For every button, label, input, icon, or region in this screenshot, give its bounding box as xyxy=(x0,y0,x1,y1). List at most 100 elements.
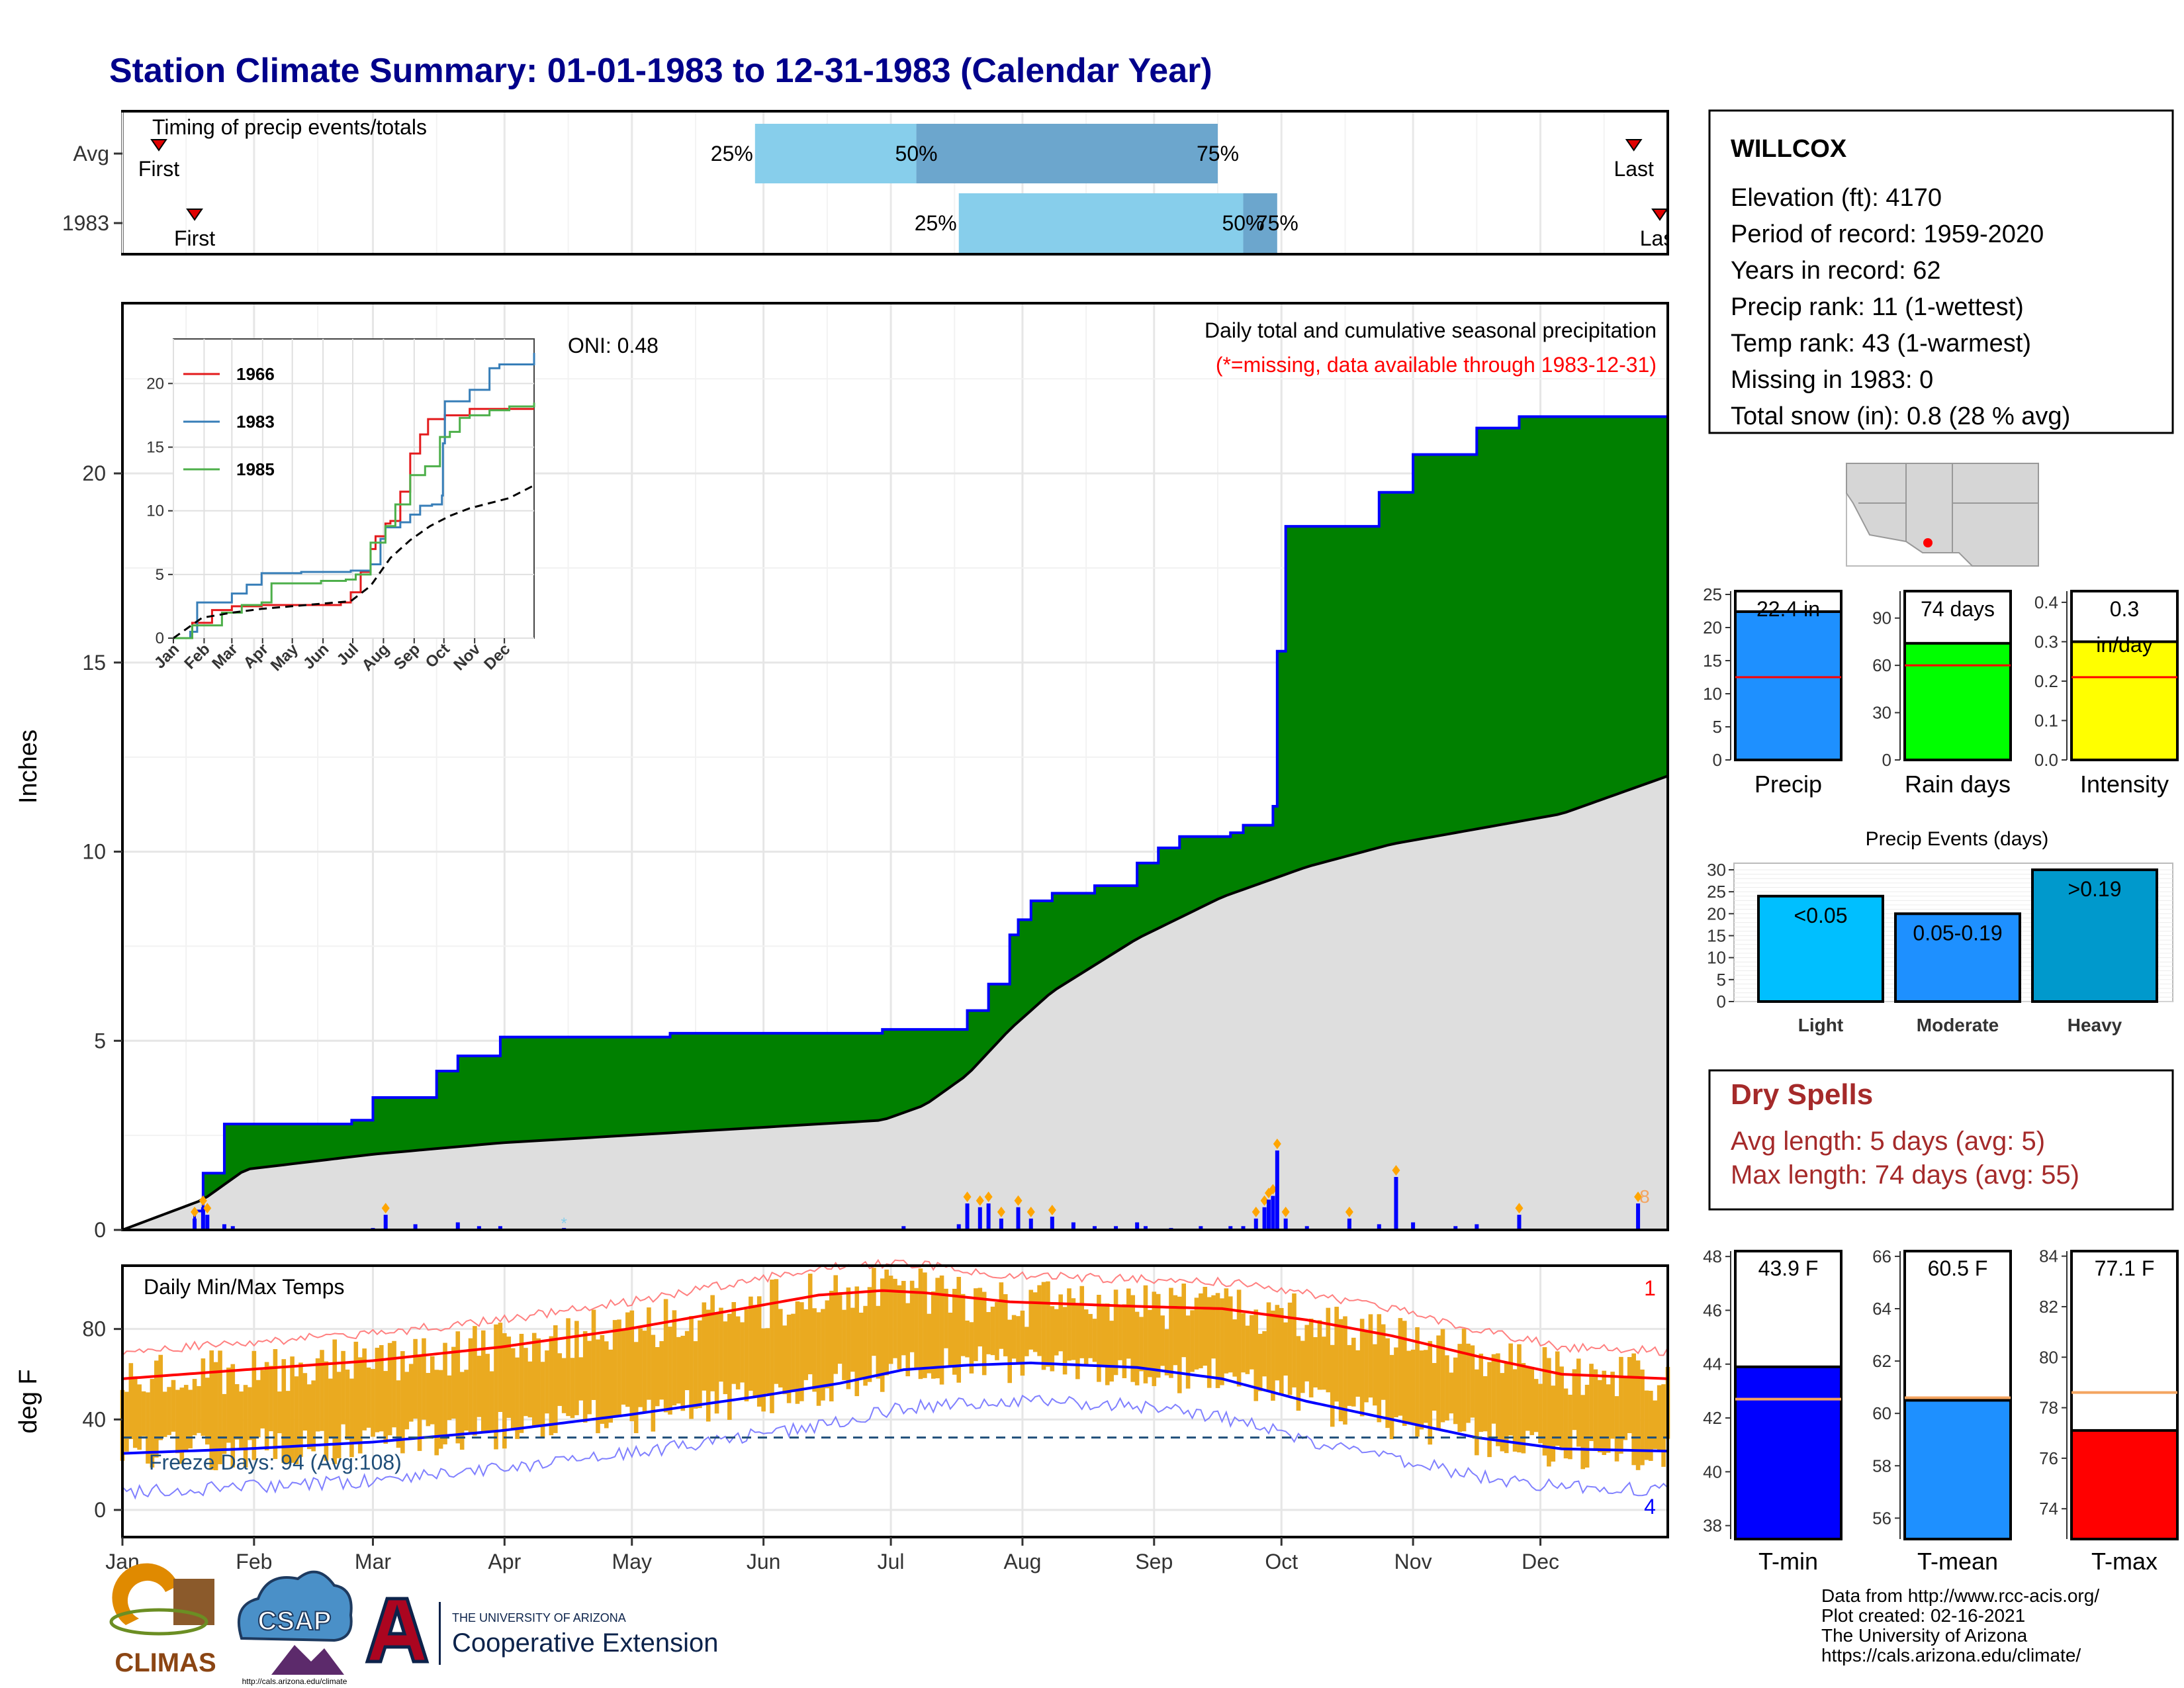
temp-y-tick-label: 80 xyxy=(82,1317,106,1341)
heavy-precip-marker xyxy=(1269,1184,1277,1195)
daily-temp-range-bar xyxy=(132,1376,138,1448)
daily-temp-range-bar xyxy=(502,1333,507,1449)
temp-bar-tick-label: 60 xyxy=(1872,1403,1891,1423)
temp-bar-tick-label: 38 xyxy=(1703,1516,1722,1536)
station-info-frame xyxy=(1708,109,2174,434)
daily-temp-range-bar xyxy=(744,1309,749,1401)
daily-temp-range-bar xyxy=(557,1353,563,1406)
daily-temp-range-bar xyxy=(617,1319,621,1417)
daily-temp-range-bar xyxy=(774,1279,779,1384)
daily-temp-range-bar xyxy=(1011,1315,1017,1359)
daily-temp-range-bar xyxy=(749,1296,753,1391)
dry-spells-box: Dry Spells Avg length: 5 days (avg: 5) M… xyxy=(1708,1069,2174,1211)
daily-temp-range-bar xyxy=(1606,1384,1611,1453)
inset-series-1985 xyxy=(173,402,535,639)
csap-logo-text: CSAP xyxy=(257,1607,331,1636)
daily-temp-range-bar xyxy=(791,1313,796,1392)
daily-temp-range-bar xyxy=(1054,1309,1059,1356)
daily-precip-bar xyxy=(1411,1222,1416,1230)
daily-temp-range-bar xyxy=(905,1303,911,1377)
daily-temp-range-bar xyxy=(1512,1369,1518,1452)
daily-precip-bar xyxy=(205,1215,210,1230)
month-tick-label: Jun xyxy=(747,1550,781,1573)
location-map xyxy=(1846,463,2039,567)
daily-temp-range-bar xyxy=(1377,1314,1382,1423)
daily-temp-range-bar xyxy=(587,1340,592,1415)
daily-temp-range-bar xyxy=(1487,1362,1492,1458)
temp-bar-value-label: 77.1 F xyxy=(2095,1256,2155,1280)
heavy-precip-marker xyxy=(203,1203,212,1214)
daily-temp-range-bar xyxy=(306,1384,312,1450)
daily-temp-range-bar xyxy=(825,1300,830,1389)
daily-temp-range-bar xyxy=(175,1389,180,1454)
daily-temp-range-bar xyxy=(1623,1376,1628,1440)
daily-temp-range-bar xyxy=(498,1323,503,1413)
daily-temp-range-bar xyxy=(1402,1321,1407,1426)
temp-bar-tick-label: 80 xyxy=(2039,1347,2058,1367)
footer-data-source: Data from http://www.rcc-acis.org/ xyxy=(1821,1585,2099,1606)
daily-temp-range-bar xyxy=(1194,1297,1199,1370)
daily-temp-range-bar xyxy=(1373,1344,1377,1406)
daily-temp-range-bar xyxy=(1067,1288,1071,1361)
daily-temp-range-bar xyxy=(273,1349,278,1460)
daily-temp-range-bar xyxy=(1050,1306,1055,1372)
daily-temp-range-bar xyxy=(668,1327,672,1415)
precip-y-tick-label: 10 xyxy=(82,840,106,864)
timing-q50-q75-bar xyxy=(1243,193,1277,253)
month-tick-label: Nov xyxy=(1394,1550,1432,1573)
daily-temp-range-bar xyxy=(858,1313,864,1379)
daily-temp-range-bar xyxy=(1236,1289,1242,1387)
daily-temp-range-bar xyxy=(396,1380,401,1448)
temp-bar-tick-label: 44 xyxy=(1703,1354,1722,1374)
footer-url: https://cals.arizona.edu/climate/ xyxy=(1821,1645,2081,1665)
daily-precip-bar xyxy=(1347,1218,1351,1230)
summary-bar-tick-label: 10 xyxy=(1703,684,1722,704)
summary-bar-tick-label: 90 xyxy=(1872,608,1891,628)
daily-temp-range-bar xyxy=(1419,1350,1424,1430)
daily-temp-range-bar xyxy=(379,1345,384,1432)
daily-temp-range-bar xyxy=(1032,1292,1038,1352)
daily-temp-range-bar xyxy=(1122,1304,1127,1378)
precip-events-tick-label: 20 xyxy=(1707,904,1726,923)
last-event-marker xyxy=(1625,139,1643,152)
daily-precip-bar xyxy=(999,1218,1003,1230)
daily-temp-range-bar xyxy=(290,1356,295,1463)
daily-temp-range-bar xyxy=(676,1336,681,1404)
daily-temp-range-bar xyxy=(1139,1317,1144,1372)
daily-temp-range-bar xyxy=(281,1359,287,1463)
last-event-label: Last xyxy=(1640,226,1680,250)
daily-temp-range-bar xyxy=(468,1338,473,1435)
daily-temp-range-bar xyxy=(392,1340,396,1428)
inset-legend: 1966 1983 1985 xyxy=(183,364,275,479)
summary-bar-unit-label: in/day xyxy=(2096,633,2152,657)
daily-temp-range-bar xyxy=(1220,1298,1224,1385)
daily-temp-range-bar xyxy=(349,1378,354,1458)
record-low-count: 4 xyxy=(1644,1495,1656,1519)
daily-temp-range-bar xyxy=(540,1362,545,1438)
daily-temp-range-bar xyxy=(1551,1385,1556,1462)
daily-temp-range-bar xyxy=(1283,1322,1288,1376)
daily-temp-range-bar xyxy=(935,1278,940,1379)
daily-precip-bar xyxy=(1453,1226,1458,1230)
daily-temp-range-bar xyxy=(850,1307,855,1372)
heavy-precip-marker xyxy=(1634,1192,1643,1202)
daily-temp-range-bar xyxy=(1479,1353,1484,1432)
temp-series xyxy=(120,1258,1670,1500)
daily-temp-range-bar xyxy=(515,1357,520,1439)
daily-temp-range-bar xyxy=(1003,1294,1008,1356)
temp-bar-tick-label: 40 xyxy=(1703,1462,1722,1481)
daily-temp-range-bar xyxy=(647,1307,651,1400)
daily-temp-range-bar xyxy=(684,1331,690,1391)
daily-temp-range-bar xyxy=(884,1269,889,1376)
temp-y-tick-label: 40 xyxy=(82,1407,106,1431)
daily-temp-range-bar xyxy=(1428,1340,1433,1445)
precip-y-label: Inches xyxy=(15,729,42,804)
month-tick-label: Sep xyxy=(1135,1550,1173,1573)
daily-temp-range-bar xyxy=(1037,1285,1042,1356)
daily-temp-range-bar xyxy=(761,1328,766,1412)
daily-temp-range-bar xyxy=(387,1342,392,1436)
daily-temp-range-bar xyxy=(752,1305,758,1397)
precip-events-category: Moderate xyxy=(1917,1015,1999,1035)
daily-temp-range-bar xyxy=(1016,1316,1021,1364)
daily-temp-range-bar xyxy=(944,1288,948,1348)
